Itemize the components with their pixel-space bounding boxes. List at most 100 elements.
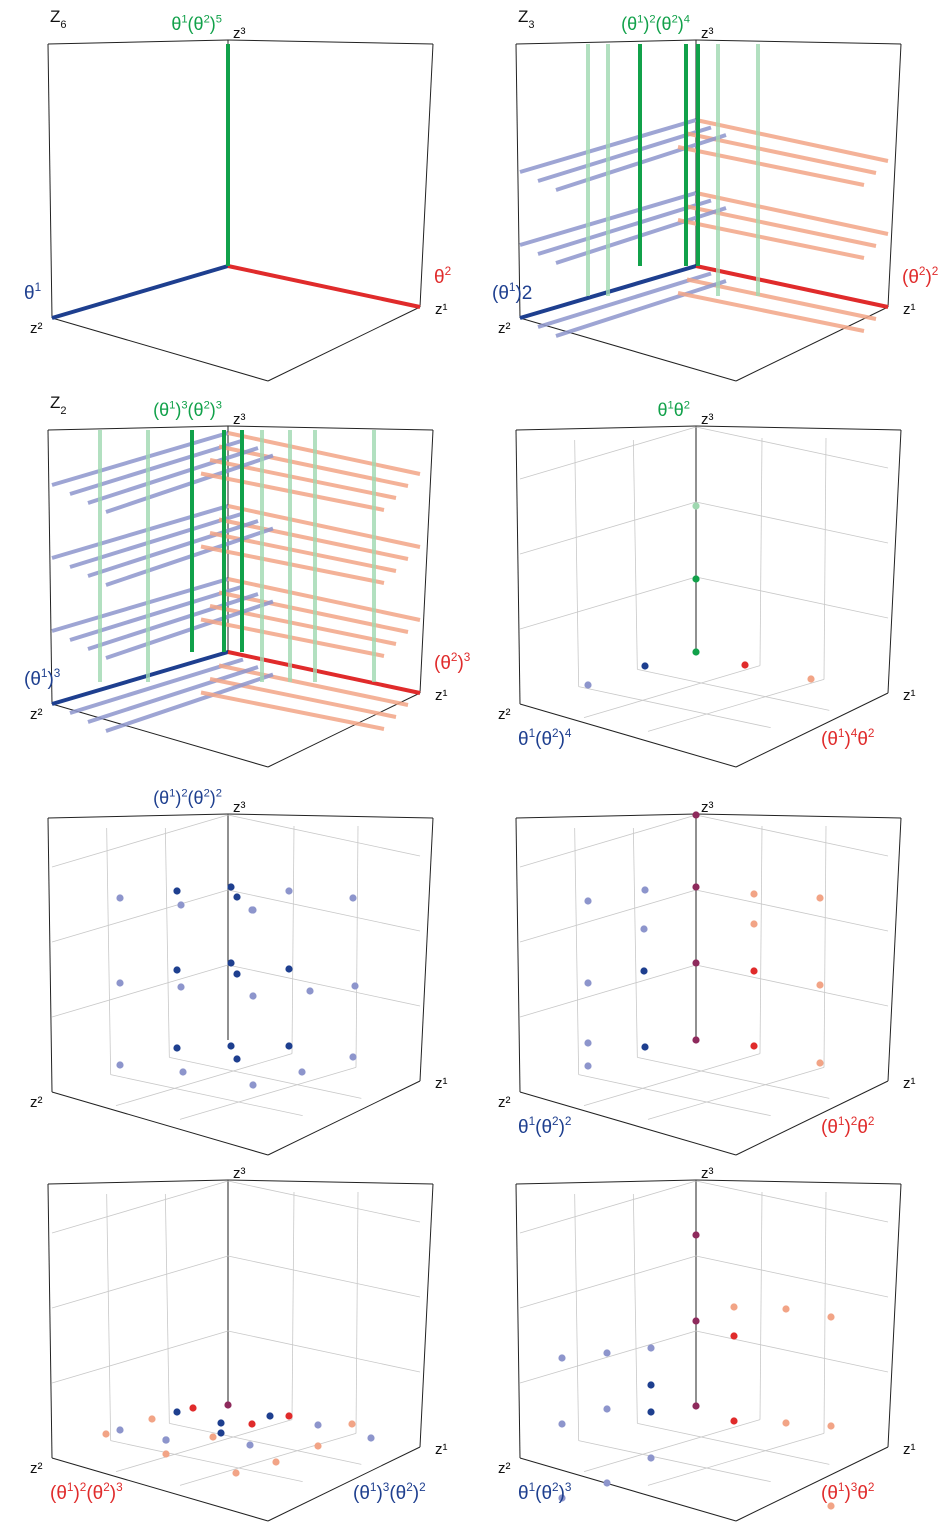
grid-line xyxy=(169,1422,362,1465)
red-dot-light xyxy=(162,1450,170,1458)
panel-z3: z² z¹ z³ Z3 (θ1)2(θ2)4 (θ1)2 (θ2)2 xyxy=(492,7,938,382)
grid-line xyxy=(227,1180,421,1223)
grid-line xyxy=(578,1440,771,1483)
blue-dot-light xyxy=(177,983,185,991)
grid-line xyxy=(51,814,229,868)
group-label: Z3 xyxy=(518,7,535,31)
blue-dot xyxy=(173,1408,181,1416)
blue-line xyxy=(87,592,259,651)
red-dot-light xyxy=(209,1433,217,1441)
blue-dot-light xyxy=(349,1053,357,1061)
grid-line xyxy=(632,439,638,670)
red-dot-light xyxy=(102,1430,110,1438)
red-dot xyxy=(750,967,758,975)
blue-dot xyxy=(584,681,592,689)
label-right: (θ2)2 xyxy=(902,265,938,288)
label-bottom-right: (θ1)2θ2 xyxy=(821,1115,874,1138)
axis-z2: z² xyxy=(498,706,511,723)
box-edge xyxy=(515,425,697,431)
blue-line xyxy=(87,519,259,578)
blue-line xyxy=(105,453,274,514)
blue-dot-light xyxy=(603,1479,611,1487)
grid-line xyxy=(695,1330,889,1373)
red-line xyxy=(695,264,889,309)
box-edge xyxy=(419,43,434,308)
red-line xyxy=(200,471,385,512)
box-edge xyxy=(419,429,434,694)
blue-dot-light xyxy=(367,1434,375,1442)
axis-z1: z¹ xyxy=(903,1441,916,1458)
blue-dot xyxy=(173,887,181,895)
blue-dot-light xyxy=(248,906,256,914)
grid-line xyxy=(637,1422,830,1465)
grid-line xyxy=(51,964,229,1018)
box-edge xyxy=(47,39,229,45)
axis-z2: z² xyxy=(30,706,43,723)
blue-line xyxy=(51,431,229,487)
blue-dot-light xyxy=(603,1405,611,1413)
blue-line xyxy=(537,125,712,183)
axis-z3: z³ xyxy=(701,799,714,816)
panel-z6: z² z¹ z³ Z6 θ1(θ2)5 θ1 θ2 xyxy=(24,7,451,382)
panel-p7: z² z¹ z³ (θ1)2(θ2)3 (θ1)3(θ2)2 xyxy=(30,1165,448,1522)
red-dot xyxy=(741,661,749,669)
blue-dot-light xyxy=(314,1421,322,1429)
red-dot-light xyxy=(232,1469,240,1477)
box-edge xyxy=(887,1183,902,1448)
box-edge xyxy=(419,1183,434,1448)
box-edge xyxy=(887,817,902,1082)
red-dot xyxy=(730,1332,738,1340)
red-dot-light xyxy=(348,1420,356,1428)
blue-dot-light xyxy=(179,1068,187,1076)
grid-line xyxy=(227,814,421,857)
red-dot-light xyxy=(827,1313,835,1321)
red-dot-light xyxy=(827,1502,835,1510)
red-dot xyxy=(807,675,815,683)
grid-line xyxy=(823,825,827,1068)
purple-dot xyxy=(692,1231,700,1239)
box-edge xyxy=(51,703,269,768)
blue-dot xyxy=(641,662,649,670)
label-bottom-left: (θ1)2(θ2)3 xyxy=(50,1481,123,1504)
grid-line xyxy=(355,825,359,1068)
grid-line xyxy=(519,814,697,868)
blue-line xyxy=(51,264,229,320)
box-edge xyxy=(519,317,737,382)
grid-line xyxy=(115,1419,293,1473)
blue-dot-light xyxy=(249,992,257,1000)
blue-line xyxy=(87,665,259,724)
blue-dot-light xyxy=(162,1436,170,1444)
blue-dot-light xyxy=(584,897,592,905)
red-dot-light xyxy=(314,1442,322,1450)
grid-line xyxy=(637,1056,830,1099)
grid-line xyxy=(574,827,580,1075)
grid-line xyxy=(227,889,421,932)
grid-line xyxy=(578,1074,771,1117)
grid-line xyxy=(695,501,889,544)
blue-line xyxy=(51,504,229,560)
red-line xyxy=(218,663,409,707)
blue-line xyxy=(69,584,244,642)
red-line xyxy=(695,191,889,236)
blue-dot-light xyxy=(640,925,648,933)
box-edge xyxy=(51,1091,269,1156)
blue-dot-light xyxy=(351,982,359,990)
blue-dot-light xyxy=(306,987,314,995)
box-edge xyxy=(47,429,53,705)
grid-line xyxy=(695,426,889,469)
box-edge xyxy=(519,1091,737,1156)
blue-dot-light xyxy=(584,1039,592,1047)
grid-line xyxy=(695,889,889,932)
red-line xyxy=(695,118,889,163)
grid-line xyxy=(632,827,638,1058)
grid-line xyxy=(823,437,827,680)
blue-dot xyxy=(285,1042,293,1050)
purple-dot xyxy=(692,959,700,967)
red-line xyxy=(677,145,865,187)
blue-dot-light xyxy=(116,1426,124,1434)
label-right: θ2 xyxy=(434,265,451,288)
box-edge xyxy=(695,39,902,45)
box-edge xyxy=(47,43,53,319)
grid-line xyxy=(632,1193,638,1424)
